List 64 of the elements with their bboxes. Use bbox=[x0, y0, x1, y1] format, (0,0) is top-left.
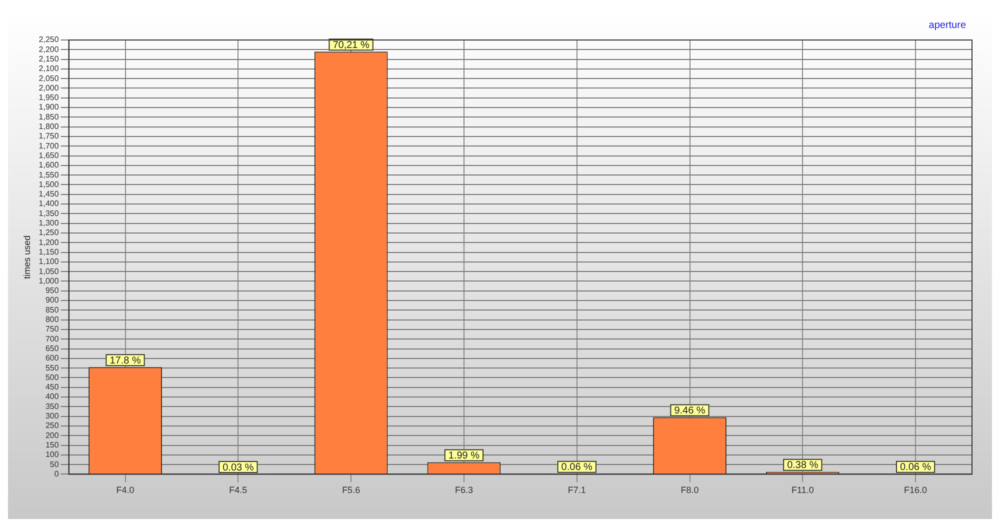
annotation: 0.06 % bbox=[561, 462, 593, 474]
y-tick-label: 1,350 bbox=[38, 208, 60, 218]
y-tick-label: 500 bbox=[45, 372, 60, 382]
y-tick-label: 2,050 bbox=[38, 74, 60, 83]
y-tick-label: 1,900 bbox=[38, 102, 60, 112]
x-tick-label: F11.0 bbox=[791, 485, 814, 496]
y-tick-label: 650 bbox=[45, 344, 60, 353]
y-tick-label: 700 bbox=[45, 334, 60, 344]
x-tick-label: F4.5 bbox=[229, 485, 248, 496]
y-tick-label: 950 bbox=[45, 286, 60, 296]
annotation: 70,21 % bbox=[332, 40, 370, 51]
annotation: 0.03 % bbox=[222, 462, 254, 474]
y-axis-title: times used bbox=[22, 235, 32, 279]
annotation: 9.46 % bbox=[674, 406, 706, 417]
x-tick-label: F8.0 bbox=[680, 485, 699, 496]
y-tick-label: 1,100 bbox=[38, 257, 60, 266]
annotation: 17.8 % bbox=[110, 355, 141, 366]
y-tick-label: 800 bbox=[45, 315, 60, 324]
y-tick-label: 1,150 bbox=[38, 247, 60, 256]
y-tick-label: 450 bbox=[45, 382, 60, 392]
y-tick-label: 1,950 bbox=[38, 93, 60, 102]
text: aperture bbox=[928, 20, 966, 31]
y-tick-label: 350 bbox=[45, 402, 60, 411]
x-tick-label: F6.3 bbox=[454, 485, 473, 496]
annotation: 1.99 % bbox=[448, 450, 480, 462]
y-tick-label: 750 bbox=[45, 324, 60, 334]
y-tick-label: 1,800 bbox=[38, 122, 60, 132]
y-tick-label: 1,250 bbox=[38, 228, 60, 238]
x-tick-label: F4.0 bbox=[116, 485, 134, 496]
y-tick-label: 1,450 bbox=[38, 190, 60, 199]
y-tick-label: 1,700 bbox=[38, 141, 60, 150]
y-tick-label: 50 bbox=[50, 460, 60, 469]
y-tick-label: 1,300 bbox=[38, 218, 60, 228]
y-tick-label: 0 bbox=[54, 469, 60, 478]
annotation: 0.38 % bbox=[787, 460, 818, 472]
y-tick-label: 550 bbox=[45, 363, 60, 372]
y-tick-label: 200 bbox=[45, 430, 60, 440]
y-tick-label: 2,100 bbox=[38, 64, 60, 74]
x-tick-label: F5.6 bbox=[342, 485, 360, 496]
y-tick-label: 2,250 bbox=[38, 35, 60, 44]
y-tick-label: 1,050 bbox=[38, 266, 60, 276]
y-tick-label: 2,150 bbox=[38, 54, 60, 64]
y-tick-label: 400 bbox=[45, 392, 60, 402]
y-tick-label: 1,500 bbox=[38, 180, 60, 189]
y-tick-label: 1,750 bbox=[38, 132, 60, 141]
y-tick-label: 600 bbox=[45, 354, 60, 363]
y-tick-label: 2,200 bbox=[38, 44, 60, 54]
y-tick-label: 2,000 bbox=[38, 83, 60, 92]
y-tick-label: 300 bbox=[45, 412, 60, 421]
y-tick-label: 1,850 bbox=[38, 112, 60, 122]
annotation: 0.06 % bbox=[900, 462, 932, 474]
x-tick-label: F16.0 bbox=[904, 485, 928, 496]
y-tick-label: 250 bbox=[45, 421, 60, 430]
y-tick-label: 100 bbox=[45, 450, 60, 460]
y-tick-label: 900 bbox=[45, 296, 60, 305]
y-tick-label: 1,550 bbox=[38, 170, 60, 180]
y-tick-label: 1,600 bbox=[38, 160, 60, 170]
y-tick-label: 150 bbox=[45, 440, 60, 450]
y-tick-label: 1,200 bbox=[38, 238, 60, 247]
x-tick-label: F7.1 bbox=[568, 485, 586, 496]
y-tick-label: 1,400 bbox=[38, 199, 60, 208]
y-tick-label: 850 bbox=[45, 305, 60, 314]
y-tick-label: 1,650 bbox=[38, 150, 60, 160]
y-tick-label: 1,000 bbox=[38, 276, 60, 286]
